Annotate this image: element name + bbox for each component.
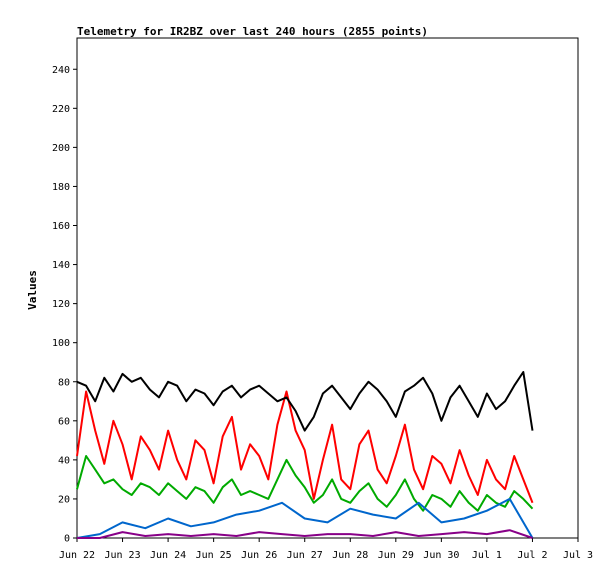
series-line-2 — [76, 371, 534, 432]
x-tick-label: Jun 25 — [196, 550, 232, 561]
y-tick-label: 160 — [52, 221, 70, 232]
y-tick-label: 240 — [52, 65, 70, 76]
x-tick-label: Jun 26 — [241, 550, 277, 561]
y-tick-label: 40 — [58, 455, 70, 466]
y-tick-label: 0 — [64, 534, 70, 545]
x-tick-label: Jun 29 — [378, 550, 414, 561]
y-tick-label: 220 — [52, 104, 70, 115]
x-tick-label: Jun 30 — [423, 550, 459, 561]
y-tick-label: 140 — [52, 260, 70, 271]
x-tick-label: Jun 22 — [59, 550, 95, 561]
x-tick-label: Jun 27 — [287, 550, 323, 561]
y-axis: 0 20 40 60 80 100 120 140 160 180 200 220 240 — [52, 65, 77, 545]
x-tick-label: Jul 2 — [517, 550, 547, 561]
y-axis-label: Values — [26, 270, 39, 310]
series-line-4 — [77, 529, 533, 539]
chart-title: Telemetry for IR2BZ over last 240 hours … — [77, 25, 428, 38]
y-tick-label: 200 — [52, 143, 70, 154]
y-tick-label: 20 — [58, 494, 70, 505]
x-tick-label: Jun 24 — [150, 550, 186, 561]
x-tick-label: Jul 3 — [563, 550, 593, 561]
series-line-3 — [76, 497, 534, 539]
x-tick-label: Jun 23 — [104, 550, 140, 561]
series-line-1 — [76, 455, 534, 512]
y-tick-label: 80 — [58, 377, 70, 388]
x-tick-label: Jun 28 — [332, 550, 368, 561]
x-tick-label: Jul 1 — [472, 550, 502, 561]
x-axis: Jun 22 Jun 23 Jun 24 Jun 25 Jun 26 Jun 27 Jun … — [59, 538, 593, 561]
y-tick-label: 60 — [58, 416, 70, 427]
series-line-0 — [76, 390, 534, 504]
y-tick-label: 120 — [52, 299, 70, 310]
series-layer — [76, 371, 534, 539]
plot-frame — [76, 37, 579, 539]
y-tick-label: 100 — [52, 338, 70, 349]
y-tick-label: 180 — [52, 182, 70, 193]
